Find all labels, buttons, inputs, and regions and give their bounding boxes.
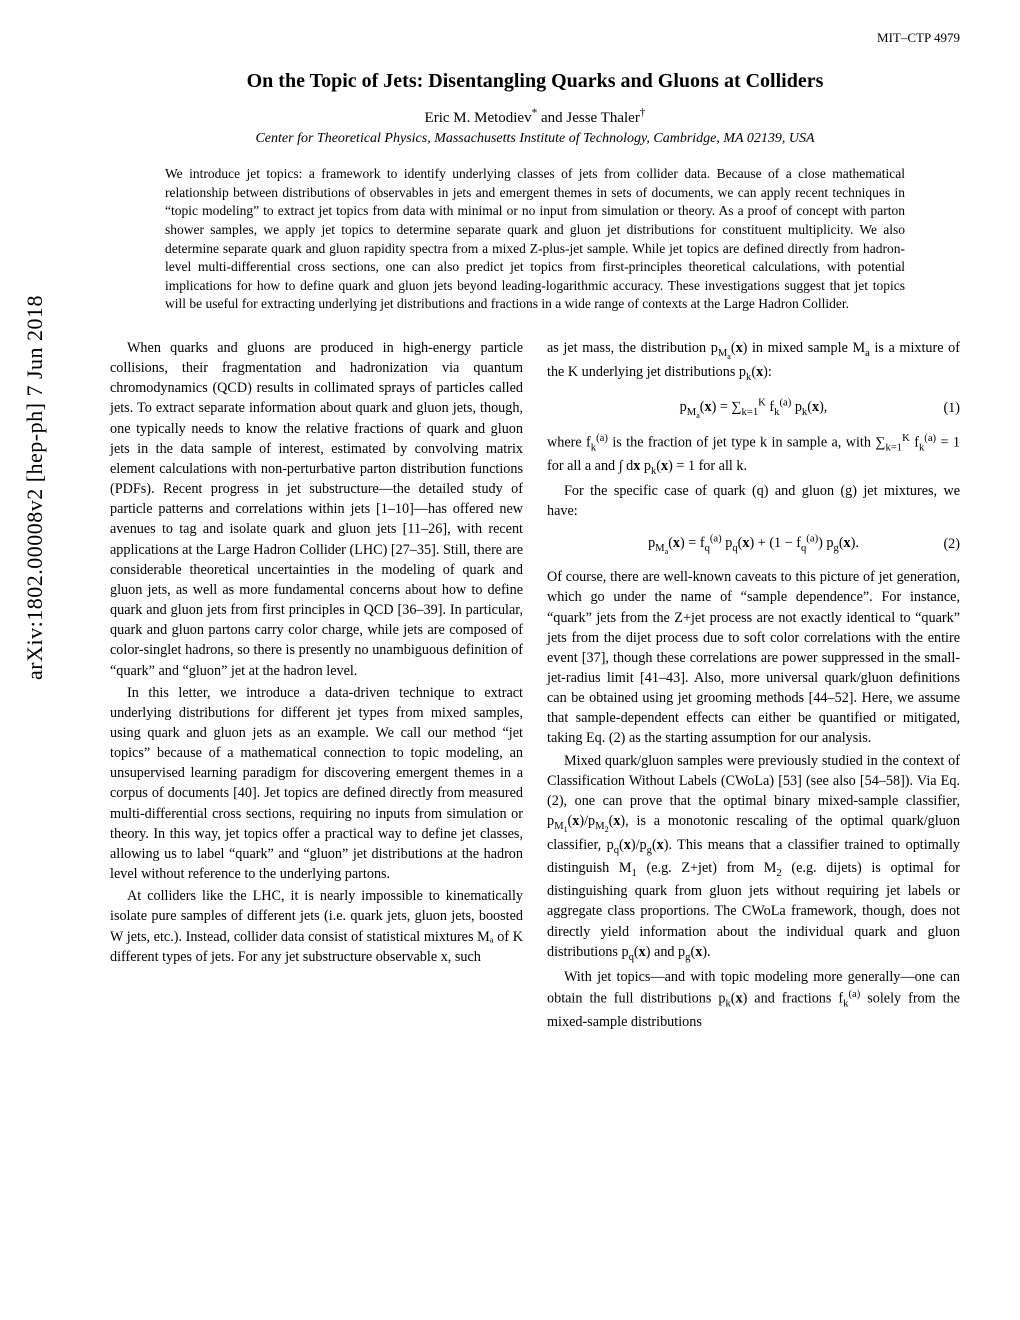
body-paragraph: where fk(a) is the fraction of jet type … [547, 431, 960, 479]
body-paragraph: With jet topics—and with topic modeling … [547, 967, 960, 1032]
equation-1: pMa(x) = ∑k=1K fk(a) pk(x), (1) [547, 395, 960, 421]
equation-body: pMa(x) = ∑k=1K fk(a) pk(x), [680, 399, 828, 415]
right-column: as jet mass, the distribution pMa(x) in … [547, 338, 960, 1034]
equation-number: (2) [943, 534, 960, 554]
abstract: We introduce jet topics: a framework to … [165, 165, 905, 314]
affiliation: Center for Theoretical Physics, Massachu… [110, 131, 960, 147]
body-paragraph: For the specific case of quark (q) and g… [547, 481, 960, 521]
header-identifier: MIT–CTP 4979 [877, 30, 960, 46]
body-paragraph: At colliders like the LHC, it is nearly … [110, 886, 523, 967]
left-column: When quarks and gluons are produced in h… [110, 338, 523, 1034]
arxiv-tag: arXiv:1802.00008v2 [hep-ph] 7 Jun 2018 [22, 295, 48, 680]
two-column-body: When quarks and gluons are produced in h… [110, 338, 960, 1034]
body-paragraph: as jet mass, the distribution pMa(x) in … [547, 338, 960, 385]
paper-title: On the Topic of Jets: Disentangling Quar… [110, 70, 960, 93]
equation-body: pMa(x) = fq(a) pq(x) + (1 − fq(a)) pg(x)… [648, 535, 859, 551]
page-content: On the Topic of Jets: Disentangling Quar… [0, 0, 1020, 1074]
authors: Eric M. Metodiev* and Jesse Thaler† [110, 107, 960, 127]
equation-number: (1) [943, 398, 960, 418]
body-paragraph: In this letter, we introduce a data-driv… [110, 683, 523, 885]
body-paragraph: Of course, there are well-known caveats … [547, 567, 960, 748]
body-paragraph: Mixed quark/gluon samples were previousl… [547, 751, 960, 965]
body-paragraph: When quarks and gluons are produced in h… [110, 338, 523, 681]
equation-2: pMa(x) = fq(a) pq(x) + (1 − fq(a)) pg(x)… [547, 531, 960, 557]
